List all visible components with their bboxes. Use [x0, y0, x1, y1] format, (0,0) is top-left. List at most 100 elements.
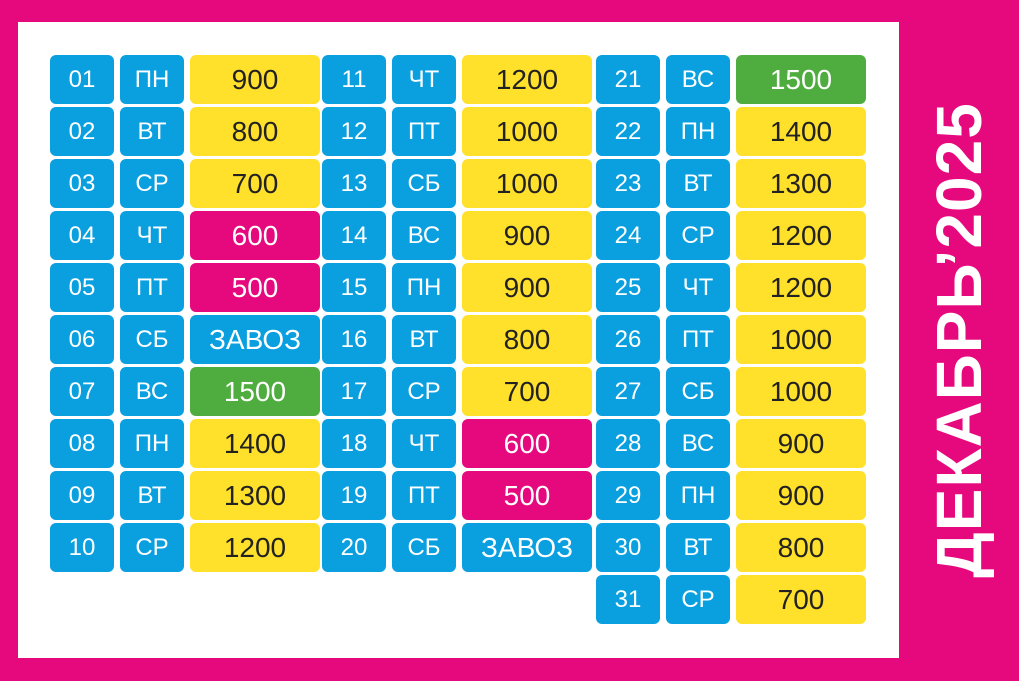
day-value: 900	[736, 471, 866, 520]
weekday-label: ПН	[120, 419, 184, 468]
day-number: 15	[322, 263, 386, 312]
day-value: 700	[462, 367, 592, 416]
day-value: 1500	[736, 55, 866, 104]
calendar-row: 28 ВС 900	[596, 419, 866, 468]
weekday-label: ВС	[666, 419, 730, 468]
day-value: 1400	[736, 107, 866, 156]
day-number: 14	[322, 211, 386, 260]
day-value: 800	[190, 107, 320, 156]
day-value: 1200	[736, 263, 866, 312]
day-value: 800	[462, 315, 592, 364]
calendar-row: 08 ПН 1400	[50, 419, 320, 468]
calendar-row: 03 СР 700	[50, 159, 320, 208]
weekday-label: СБ	[666, 367, 730, 416]
weekday-label: ВС	[120, 367, 184, 416]
day-number: 26	[596, 315, 660, 364]
day-value: ЗАВОЗ	[462, 523, 592, 572]
calendar-row: 07 ВС 1500	[50, 367, 320, 416]
day-value: 500	[462, 471, 592, 520]
day-value: 600	[190, 211, 320, 260]
day-value: 1400	[190, 419, 320, 468]
weekday-label: ВТ	[666, 523, 730, 572]
calendar-row: 30 ВТ 800	[596, 523, 866, 572]
weekday-label: ЧТ	[666, 263, 730, 312]
calendar-row: 20 СБ ЗАВОЗ	[322, 523, 592, 572]
day-value: 900	[462, 263, 592, 312]
day-number: 17	[322, 367, 386, 416]
day-value: 1300	[736, 159, 866, 208]
day-value: 500	[190, 263, 320, 312]
calendar-row: 06 СБ ЗАВОЗ	[50, 315, 320, 364]
day-number: 08	[50, 419, 114, 468]
day-value: 600	[462, 419, 592, 468]
weekday-label: СР	[666, 575, 730, 624]
calendar-row: 04 ЧТ 600	[50, 211, 320, 260]
day-number: 03	[50, 159, 114, 208]
calendar-row: 01 ПН 900	[50, 55, 320, 104]
weekday-label: ПН	[392, 263, 456, 312]
calendar-column: 11 ЧТ 1200 12 ПТ 1000 13 СБ 1000 14 ВС 900 15 ПН 900 16…	[322, 55, 592, 575]
day-value: ЗАВОЗ	[190, 315, 320, 364]
day-number: 16	[322, 315, 386, 364]
day-number: 10	[50, 523, 114, 572]
weekday-label: ВС	[392, 211, 456, 260]
calendar-row: 13 СБ 1000	[322, 159, 592, 208]
calendar-row: 12 ПТ 1000	[322, 107, 592, 156]
day-number: 02	[50, 107, 114, 156]
day-value: 900	[462, 211, 592, 260]
weekday-label: ПТ	[120, 263, 184, 312]
day-number: 11	[322, 55, 386, 104]
day-number: 25	[596, 263, 660, 312]
weekday-label: ВТ	[392, 315, 456, 364]
calendar-row: 24 СР 1200	[596, 211, 866, 260]
weekday-label: ПТ	[666, 315, 730, 364]
day-number: 06	[50, 315, 114, 364]
calendar-row: 10 СР 1200	[50, 523, 320, 572]
month-title: ДЕКАБРЬ’2025	[923, 102, 995, 578]
day-number: 20	[322, 523, 386, 572]
calendar-row: 25 ЧТ 1200	[596, 263, 866, 312]
day-number: 18	[322, 419, 386, 468]
day-number: 29	[596, 471, 660, 520]
calendar-row: 21 ВС 1500	[596, 55, 866, 104]
day-value: 1200	[736, 211, 866, 260]
calendar-row: 15 ПН 900	[322, 263, 592, 312]
weekday-label: ВТ	[120, 471, 184, 520]
day-number: 31	[596, 575, 660, 624]
weekday-label: ВТ	[666, 159, 730, 208]
weekday-label: ЧТ	[392, 55, 456, 104]
calendar-row: 16 ВТ 800	[322, 315, 592, 364]
day-value: 1000	[736, 367, 866, 416]
weekday-label: ПН	[120, 55, 184, 104]
weekday-label: СР	[392, 367, 456, 416]
day-value: 900	[190, 55, 320, 104]
calendar-row: 31 СР 700	[596, 575, 866, 624]
calendar-row: 27 СБ 1000	[596, 367, 866, 416]
calendar-row: 17 СР 700	[322, 367, 592, 416]
day-number: 04	[50, 211, 114, 260]
weekday-label: ПТ	[392, 471, 456, 520]
weekday-label: ЧТ	[392, 419, 456, 468]
day-number: 24	[596, 211, 660, 260]
calendar-row: 26 ПТ 1000	[596, 315, 866, 364]
day-number: 23	[596, 159, 660, 208]
day-number: 19	[322, 471, 386, 520]
weekday-label: СР	[666, 211, 730, 260]
calendar-row: 18 ЧТ 600	[322, 419, 592, 468]
calendar-row: 19 ПТ 500	[322, 471, 592, 520]
day-number: 07	[50, 367, 114, 416]
day-value: 700	[190, 159, 320, 208]
weekday-label: СР	[120, 523, 184, 572]
calendar-column: 01 ПН 900 02 ВТ 800 03 СР 700 04 ЧТ 600 05 ПТ 500 06 СБ З…	[50, 55, 320, 575]
calendar-row: 29 ПН 900	[596, 471, 866, 520]
calendar-row: 14 ВС 900	[322, 211, 592, 260]
day-number: 01	[50, 55, 114, 104]
weekday-label: ПТ	[392, 107, 456, 156]
day-value: 1000	[462, 107, 592, 156]
day-number: 21	[596, 55, 660, 104]
day-value: 1000	[736, 315, 866, 364]
weekday-label: СБ	[120, 315, 184, 364]
day-value: 1000	[462, 159, 592, 208]
day-number: 30	[596, 523, 660, 572]
calendar-row: 22 ПН 1400	[596, 107, 866, 156]
